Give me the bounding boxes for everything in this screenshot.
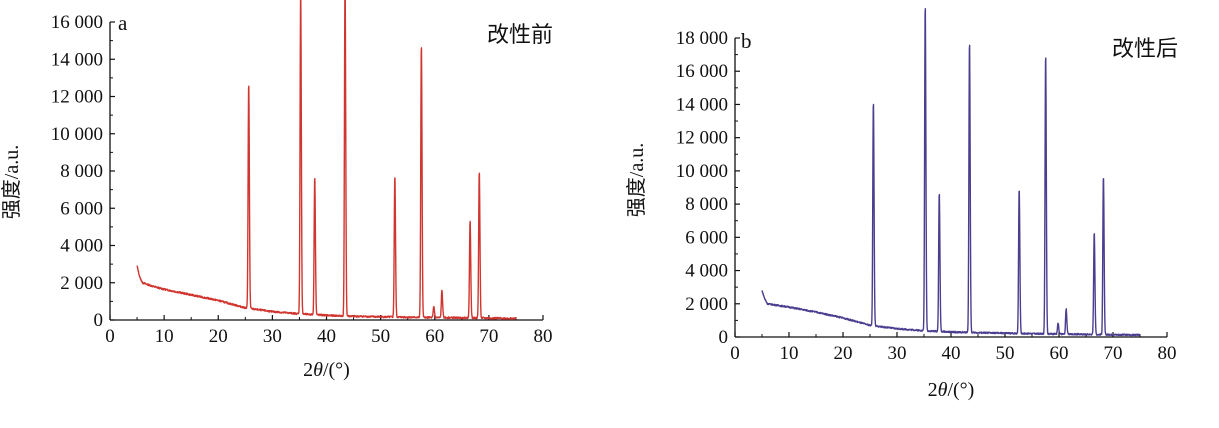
x-axis-title: 2θ/(°) — [303, 359, 350, 381]
x-tick-label: 30 — [888, 343, 907, 364]
x-tick-label: 50 — [371, 326, 390, 347]
x-tick-label: 70 — [1104, 343, 1123, 364]
x-axis-title: 2θ/(°) — [928, 379, 975, 401]
x-tick-label: 20 — [834, 343, 853, 364]
x-tick-label: 80 — [534, 326, 553, 347]
x-tick-label: 80 — [1158, 343, 1177, 364]
y-tick-label: 16 000 — [51, 12, 103, 33]
x-tick-label: 70 — [479, 326, 498, 347]
panel-annotation: 改性前 — [487, 22, 553, 47]
y-tick-label: 12 000 — [51, 87, 103, 108]
y-tick-label: 0 — [94, 310, 104, 331]
y-tick-label: 2 000 — [685, 294, 728, 315]
y-tick-label: 12 000 — [676, 128, 728, 149]
y-tick-label: 14 000 — [676, 94, 728, 115]
x-tick-label: 30 — [263, 326, 282, 347]
y-axis-title: 强度/a.u. — [0, 145, 23, 219]
x-tick-label: 60 — [1050, 343, 1069, 364]
y-tick-label: 8 000 — [685, 194, 728, 215]
x-tick-label: 40 — [317, 326, 336, 347]
panel-letter: b — [741, 29, 752, 53]
y-tick-label: 8 000 — [60, 161, 103, 182]
chart-panel-b: 0 10 20 30 40 50 60 70 80 0 2 000 4 000 6 000 8 000 10… — [625, 7, 1178, 401]
y-tick-label: 16 000 — [676, 61, 728, 82]
y-tick-label: 18 000 — [676, 28, 728, 49]
x-tick-label: 60 — [425, 326, 444, 347]
y-tick-label: 4 000 — [60, 236, 103, 257]
x-tick-label: 40 — [942, 343, 961, 364]
x-tick-label: 0 — [105, 326, 115, 347]
y-axis-title: 强度/a.u. — [625, 143, 648, 217]
xrd-pattern-line — [761, 7, 1141, 337]
x-tick-label: 10 — [780, 343, 799, 364]
x-tick-label: 0 — [730, 343, 740, 364]
y-tick-label: 10 000 — [51, 124, 103, 145]
panel-annotation: 改性后 — [1112, 36, 1178, 61]
y-tick-label: 10 000 — [676, 161, 728, 182]
y-tick-label: 0 — [719, 327, 729, 348]
y-tick-label: 2 000 — [60, 273, 103, 294]
y-tick-label: 6 000 — [685, 227, 728, 248]
x-tick-label: 10 — [155, 326, 174, 347]
panel-letter: a — [118, 11, 128, 35]
y-tick-label: 6 000 — [60, 198, 103, 219]
xrd-pattern-line — [136, 0, 517, 320]
y-tick-label: 4 000 — [685, 261, 728, 282]
x-tick-label: 20 — [209, 326, 228, 347]
y-tick-label: 14 000 — [51, 49, 103, 70]
x-tick-label: 50 — [996, 343, 1015, 364]
chart-panel-a: 0 10 20 30 40 50 60 70 80 0 2 000 4 000 6 000 8 000 10… — [0, 0, 553, 381]
